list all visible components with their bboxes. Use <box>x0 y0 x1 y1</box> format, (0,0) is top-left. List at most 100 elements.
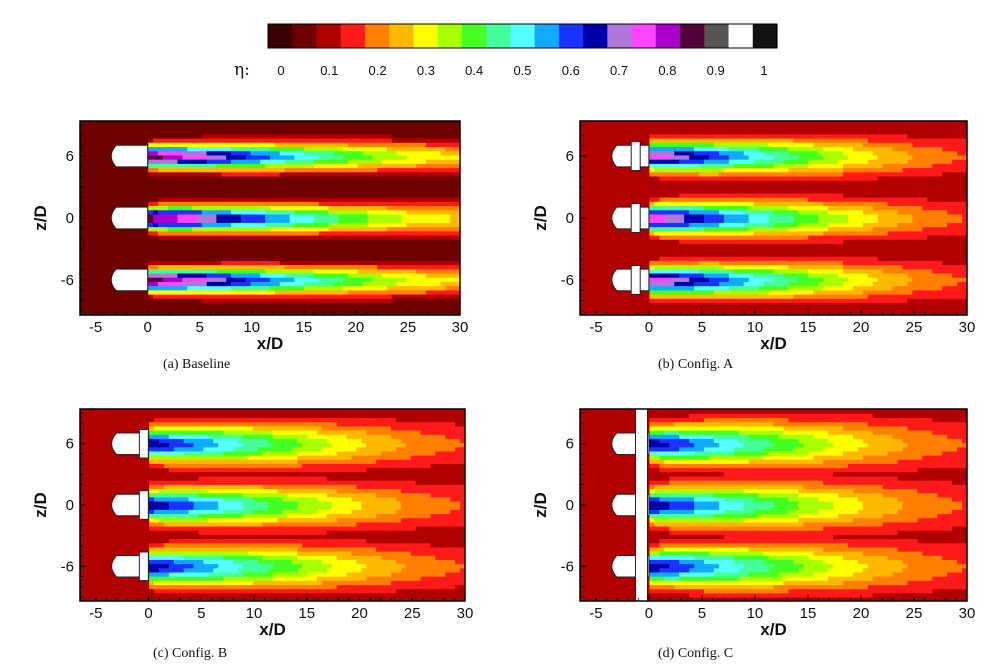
contour-cell <box>294 218 300 223</box>
contour-cell <box>425 150 432 156</box>
contour-cell <box>94 121 101 126</box>
contour-cell <box>94 192 101 198</box>
contour-cell <box>604 285 611 291</box>
contour-cell <box>221 167 227 173</box>
contour-cell <box>333 243 339 249</box>
contour-cell <box>308 293 315 299</box>
contour-cell <box>654 239 661 245</box>
contour-cell <box>445 192 451 198</box>
contour-cell <box>299 268 305 274</box>
contour-cell <box>80 184 86 190</box>
contour-cell <box>338 255 344 261</box>
contour-cell <box>372 163 378 169</box>
contour-cell <box>118 129 125 135</box>
contour-cell <box>377 201 383 207</box>
contour-cell <box>704 306 710 312</box>
contour-cell <box>713 281 720 287</box>
contour-cell <box>362 222 369 228</box>
contour-cell <box>177 293 184 299</box>
contour-cell <box>679 293 685 299</box>
contour-cell <box>604 281 611 287</box>
contour-cell <box>599 226 606 232</box>
contour-cell <box>304 209 310 215</box>
contour-cell <box>162 281 169 287</box>
contour-cell <box>323 293 330 299</box>
contour-cell <box>94 302 101 308</box>
contour-cell <box>333 188 339 194</box>
contour-cell <box>704 310 710 315</box>
contour-cell <box>343 192 349 198</box>
contour-cell <box>148 285 154 291</box>
contour-cell <box>639 251 646 257</box>
contour-cell <box>343 209 349 215</box>
contour-cell <box>639 239 646 245</box>
contour-cell <box>440 196 447 202</box>
contour-cell <box>367 175 374 181</box>
contour-cell <box>192 302 198 308</box>
contour-cell <box>362 264 369 270</box>
contour-cell <box>270 310 276 315</box>
contour-cell <box>333 146 339 152</box>
contour-cell <box>367 137 374 143</box>
contour-cell <box>580 175 586 181</box>
contour-cell <box>221 150 227 156</box>
contour-cell <box>644 146 651 152</box>
contour-cell <box>80 142 86 148</box>
contour-cell <box>187 302 193 308</box>
contour-cell <box>406 306 412 312</box>
contour-cell <box>367 285 374 291</box>
contour-cell <box>328 230 335 236</box>
contour-cell <box>157 293 164 299</box>
contour-cell <box>694 230 700 236</box>
contour-cell <box>118 158 125 164</box>
contour-cell <box>343 264 349 270</box>
contour-cell <box>674 277 680 282</box>
contour-cell <box>377 209 383 215</box>
contour-cell <box>94 201 101 207</box>
contour-cell <box>109 247 115 253</box>
contour-cell <box>614 188 621 194</box>
contour-cell <box>580 129 586 135</box>
contour-cell <box>172 234 179 240</box>
contour-cell <box>255 218 261 223</box>
contour-cell <box>338 285 344 291</box>
contour-cell <box>401 171 408 177</box>
contour-cell <box>629 213 636 219</box>
contour-cell <box>289 251 296 257</box>
contour-cell <box>709 171 715 177</box>
contour-cell <box>609 205 616 211</box>
contour-cell <box>118 201 125 207</box>
contour-cell <box>143 226 149 232</box>
contour-cell <box>235 218 242 223</box>
contour-cell <box>206 125 213 131</box>
contour-cell <box>699 298 705 304</box>
contour-cell <box>289 188 296 194</box>
contour-cell <box>669 158 675 164</box>
contour-cell <box>250 196 257 202</box>
contour-cell <box>89 188 96 194</box>
contour-cell <box>382 150 388 156</box>
contour-cell <box>153 213 159 219</box>
contour-cell <box>84 277 91 282</box>
contour-cell <box>245 255 252 261</box>
contour-cell <box>167 133 174 139</box>
contour-cell <box>148 192 154 198</box>
contour-cell <box>196 121 203 126</box>
contour-cell <box>153 192 159 198</box>
contour-cell <box>709 163 715 169</box>
contour-cell <box>634 302 641 308</box>
contour-cell <box>84 222 91 228</box>
contour-cell <box>279 226 286 232</box>
contour-cell <box>109 306 115 312</box>
contour-cell <box>84 213 91 219</box>
contour-cell <box>584 272 591 278</box>
contour-cell <box>123 205 130 211</box>
contour-cell <box>99 171 106 177</box>
contour-cell <box>639 226 646 232</box>
contour-cell <box>674 281 680 287</box>
contour-cell <box>94 167 101 173</box>
contour-cell <box>201 289 208 295</box>
contour-cell <box>594 281 601 287</box>
contour-cell <box>338 209 344 215</box>
contour-cell <box>629 310 636 315</box>
